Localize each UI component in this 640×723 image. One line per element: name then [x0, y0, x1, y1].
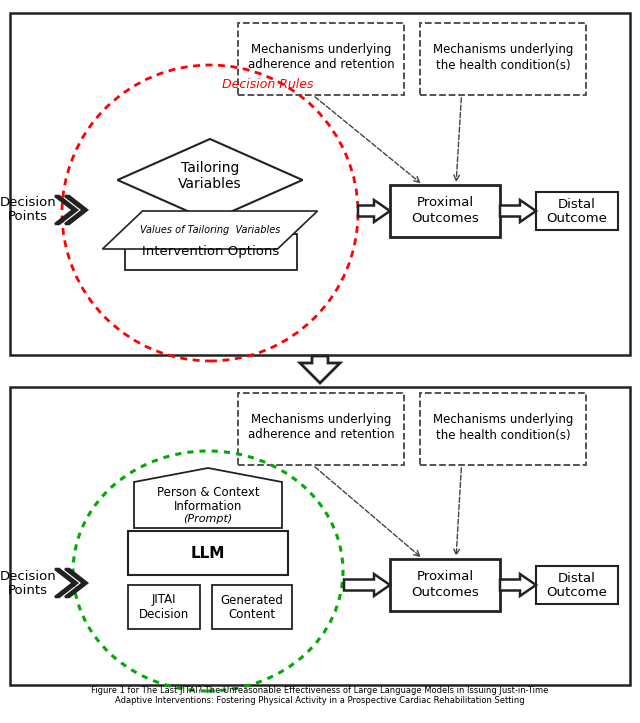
Text: the health condition(s): the health condition(s)	[436, 59, 570, 72]
FancyBboxPatch shape	[10, 13, 630, 355]
Text: Points: Points	[8, 210, 48, 223]
FancyBboxPatch shape	[238, 393, 404, 465]
FancyBboxPatch shape	[536, 192, 618, 230]
Text: Outcomes: Outcomes	[411, 586, 479, 599]
Text: Person & Context: Person & Context	[157, 487, 259, 500]
Text: Figure 1 for The Last JITAI? The Unreasonable Effectiveness of Large Language Mo: Figure 1 for The Last JITAI? The Unreaso…	[92, 685, 548, 705]
Polygon shape	[55, 569, 77, 597]
Polygon shape	[55, 196, 77, 224]
Text: Proximal: Proximal	[417, 570, 474, 583]
Text: Mechanisms underlying: Mechanisms underlying	[251, 43, 391, 56]
Text: Intervention Options: Intervention Options	[142, 246, 280, 259]
Text: Decision: Decision	[139, 607, 189, 620]
Polygon shape	[500, 200, 536, 222]
Text: Distal: Distal	[558, 571, 596, 584]
Text: Decision: Decision	[0, 197, 56, 210]
Polygon shape	[500, 574, 536, 596]
Polygon shape	[65, 569, 87, 597]
FancyBboxPatch shape	[128, 531, 288, 575]
Polygon shape	[300, 356, 340, 383]
Text: Variables: Variables	[178, 177, 242, 191]
Text: Mechanisms underlying: Mechanisms underlying	[433, 43, 573, 56]
Polygon shape	[344, 574, 390, 596]
Text: Decision Rules: Decision Rules	[222, 79, 314, 92]
Text: LLM: LLM	[191, 545, 225, 560]
Polygon shape	[118, 139, 303, 221]
Text: Outcomes: Outcomes	[411, 213, 479, 226]
Polygon shape	[358, 200, 390, 222]
FancyBboxPatch shape	[125, 234, 297, 270]
Text: adherence and retention: adherence and retention	[248, 59, 394, 72]
Polygon shape	[65, 196, 87, 224]
FancyBboxPatch shape	[238, 23, 404, 95]
FancyBboxPatch shape	[536, 566, 618, 604]
Text: Mechanisms underlying: Mechanisms underlying	[251, 413, 391, 426]
FancyBboxPatch shape	[420, 393, 586, 465]
FancyBboxPatch shape	[390, 559, 500, 611]
FancyBboxPatch shape	[10, 387, 630, 685]
Text: the health condition(s): the health condition(s)	[436, 429, 570, 442]
Text: Information: Information	[174, 500, 242, 513]
Text: Generated: Generated	[221, 594, 284, 607]
FancyBboxPatch shape	[212, 585, 292, 629]
Text: Mechanisms underlying: Mechanisms underlying	[433, 413, 573, 426]
Text: Content: Content	[228, 607, 276, 620]
Text: Tailoring: Tailoring	[181, 161, 239, 175]
Text: Proximal: Proximal	[417, 197, 474, 210]
FancyBboxPatch shape	[128, 585, 200, 629]
Text: Outcome: Outcome	[547, 212, 607, 225]
Polygon shape	[102, 211, 317, 249]
FancyBboxPatch shape	[390, 185, 500, 237]
Polygon shape	[134, 468, 282, 528]
Text: JITAI: JITAI	[152, 594, 176, 607]
Text: Distal: Distal	[558, 197, 596, 210]
FancyBboxPatch shape	[420, 23, 586, 95]
Text: Decision: Decision	[0, 570, 56, 583]
Text: Points: Points	[8, 583, 48, 596]
Text: Values of Tailoring  Variables: Values of Tailoring Variables	[140, 225, 280, 235]
Text: (Prompt): (Prompt)	[184, 514, 232, 524]
Text: Outcome: Outcome	[547, 586, 607, 599]
Text: adherence and retention: adherence and retention	[248, 429, 394, 442]
